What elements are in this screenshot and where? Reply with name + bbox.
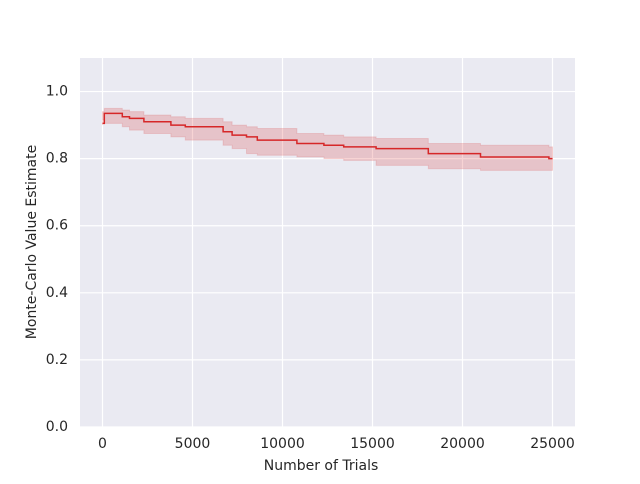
x-tick-label: 20000 <box>440 436 485 452</box>
x-tick-label: 5000 <box>175 436 211 452</box>
x-tick-label: 0 <box>98 436 107 452</box>
y-tick-label: 0.2 <box>46 352 68 368</box>
y-tick-label: 1.0 <box>46 84 68 100</box>
line <box>102 112 553 160</box>
y-tick-label: 0.8 <box>46 151 68 167</box>
confidence-band <box>102 107 553 171</box>
y-tick-label: 0.0 <box>46 419 68 435</box>
x-tick-label: 10000 <box>260 436 305 452</box>
x-axis-label: Number of Trials <box>264 458 379 474</box>
y-tick-label: 0.4 <box>46 285 68 301</box>
x-tick-label: 25000 <box>530 436 575 452</box>
plot-area <box>80 58 575 427</box>
y-axis-label: Monte-Carlo Value Estimate <box>24 145 40 339</box>
y-tick-label: 0.6 <box>46 218 68 234</box>
x-tick-label: 15000 <box>350 436 395 452</box>
